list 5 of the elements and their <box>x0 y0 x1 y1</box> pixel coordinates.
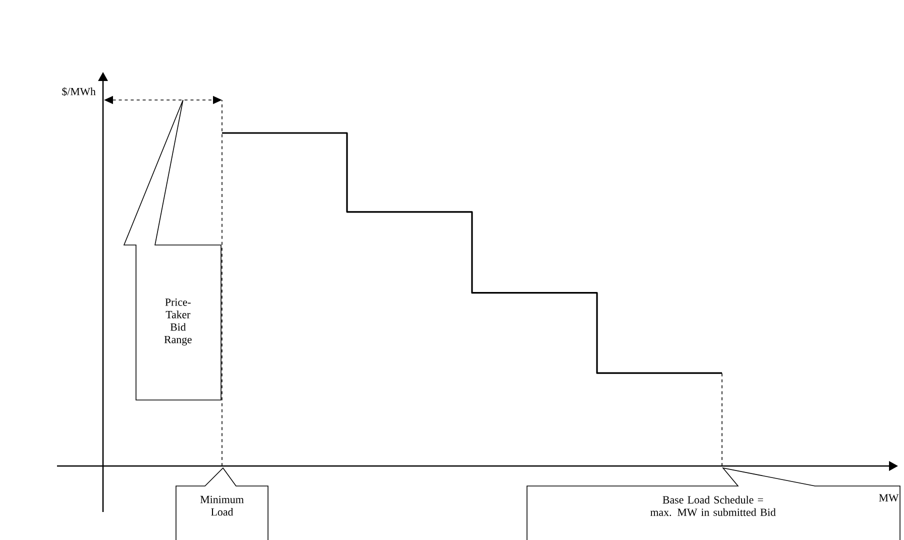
text: $/MWh <box>62 87 96 96</box>
annotation: Price-Taker Bid Range <box>164 298 192 346</box>
text: MW <box>879 494 899 502</box>
text: Base Load Schedule = max. MW in submitted Bid <box>650 496 776 516</box>
text: Minimum Load <box>200 496 244 516</box>
